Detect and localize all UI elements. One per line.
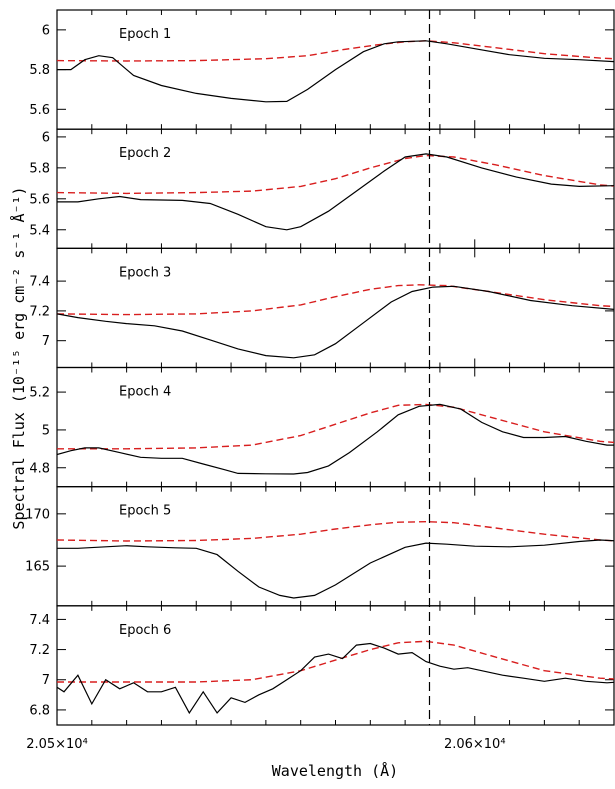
- model-line-epoch-4: [57, 403, 614, 450]
- epoch-label-2: Epoch 2: [119, 146, 171, 161]
- panel-2: 5.4 5.6 5.8 6 Epoch 2: [29, 128, 615, 249]
- y-tick-label: 7: [42, 334, 50, 349]
- panel-6: 6.8 7 7.2 7.4 Epoch 6: [29, 605, 615, 726]
- x-tick-label-0: 2.05×10⁴: [26, 737, 88, 752]
- y-tick-label: 5.2: [29, 386, 50, 401]
- epoch-label-4: Epoch 4: [119, 385, 171, 400]
- y-tick-label: 5.6: [29, 103, 50, 118]
- epoch-label-1: Epoch 1: [119, 27, 171, 42]
- panel-4: 4.8 5 5.2 Epoch 4: [29, 366, 615, 488]
- y-tick-label: 6: [42, 23, 50, 38]
- y-tick-label: 5.6: [29, 192, 50, 207]
- model-line-epoch-3: [57, 284, 614, 316]
- x-axis-title: Wavelength (Å): [272, 761, 398, 780]
- observed-line-epoch-5: [57, 539, 614, 599]
- epoch-label-6: Epoch 6: [119, 623, 171, 638]
- y-tick-label: 5.8: [29, 161, 50, 176]
- y-tick-label: 5: [42, 423, 50, 438]
- epoch-label-3: Epoch 3: [119, 265, 171, 280]
- observed-line-epoch-3: [57, 285, 614, 359]
- observed-line-epoch-2: [57, 153, 614, 231]
- y-tick-label: 7.4: [29, 275, 50, 290]
- y-tick-label: 5.8: [29, 63, 50, 78]
- panels-group: 5.6 5.8 6 Epoch 1 5.4 5.6 5.8 6 Epoch 2 7 7.2 7.4 Ep…: [25, 9, 615, 726]
- y-tick-label: 6.8: [29, 703, 50, 718]
- model-line-epoch-6: [57, 640, 614, 683]
- panel-3: 7 7.2 7.4 Epoch 3: [29, 247, 615, 369]
- panel-1: 5.6 5.8 6 Epoch 1: [29, 9, 615, 130]
- epoch-label-5: Epoch 5: [119, 504, 171, 519]
- x-axis: 2.05×10⁴ 2.06×10⁴: [26, 737, 505, 752]
- x-tick-label-1: 2.06×10⁴: [444, 737, 506, 752]
- y-tick-label: 165: [25, 560, 50, 575]
- panel-5: 165 170 Epoch 5: [25, 486, 615, 607]
- y-tick-label: 7.2: [29, 643, 50, 658]
- y-tick-label: 170: [25, 507, 50, 522]
- model-line-epoch-5: [57, 520, 614, 542]
- y-tick-label: 7.4: [29, 613, 50, 628]
- observed-line-epoch-6: [57, 642, 614, 715]
- model-line-epoch-2: [57, 154, 614, 195]
- model-line-epoch-1: [57, 40, 614, 62]
- y-tick-label: 6: [42, 130, 50, 145]
- y-tick-label: 7.2: [29, 304, 50, 319]
- observed-line-epoch-4: [57, 403, 614, 475]
- y-axis-title: Spectral Flux (10⁻¹⁵ erg cm⁻² s⁻¹ Å⁻¹): [9, 186, 28, 529]
- y-tick-label: 5.4: [29, 223, 50, 238]
- y-tick-label: 7: [42, 673, 50, 688]
- observed-line-epoch-1: [57, 40, 614, 103]
- y-tick-label: 4.8: [29, 461, 50, 476]
